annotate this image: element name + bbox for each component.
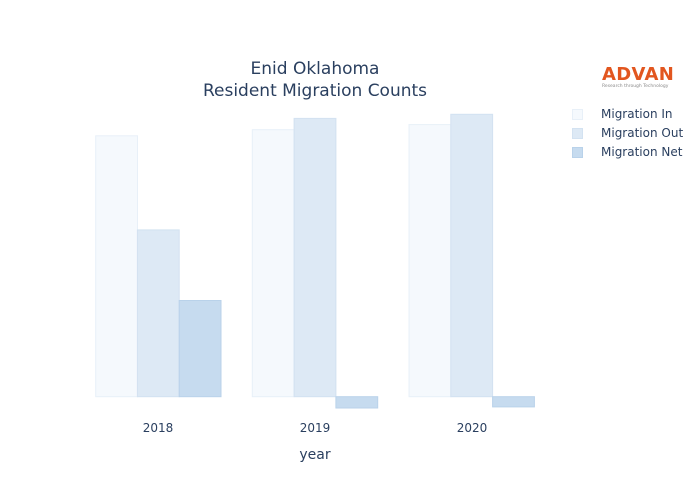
x-axis-label: year xyxy=(299,447,331,463)
legend-swatch xyxy=(572,147,583,158)
bar-migration-net-2019[interactable] xyxy=(335,396,379,409)
bar-migration-out-2020[interactable] xyxy=(450,113,494,398)
legend-label: Migration Net xyxy=(601,145,683,159)
legend-swatch xyxy=(572,109,583,120)
bar-migration-in-2020[interactable] xyxy=(408,124,452,398)
bar-migration-out-2018[interactable] xyxy=(136,229,180,398)
brand-logo-tagline: Research through Technology xyxy=(602,84,669,89)
bar-migration-net-2020[interactable] xyxy=(492,396,535,408)
x-tick-label: 2018 xyxy=(142,421,174,435)
bar-migration-net-2018[interactable] xyxy=(178,300,222,398)
brand-logo: ADVAN Research through Technology xyxy=(602,66,682,90)
bar-migration-in-2018[interactable] xyxy=(95,135,138,398)
chart-title-line-1: Enid Oklahoma xyxy=(250,59,380,79)
x-tick-label: 2020 xyxy=(456,421,488,435)
brand-logo-wordmark: ADVAN xyxy=(602,64,675,85)
legend-label: Migration In xyxy=(601,107,673,121)
chart-title-line-2: Resident Migration Counts xyxy=(202,81,428,101)
x-tick-label: 2019 xyxy=(299,421,331,435)
legend-swatch xyxy=(572,128,583,139)
bar-migration-out-2019[interactable] xyxy=(293,117,337,398)
legend-label: Migration Out xyxy=(601,126,684,140)
bar-migration-in-2019[interactable] xyxy=(251,129,295,398)
